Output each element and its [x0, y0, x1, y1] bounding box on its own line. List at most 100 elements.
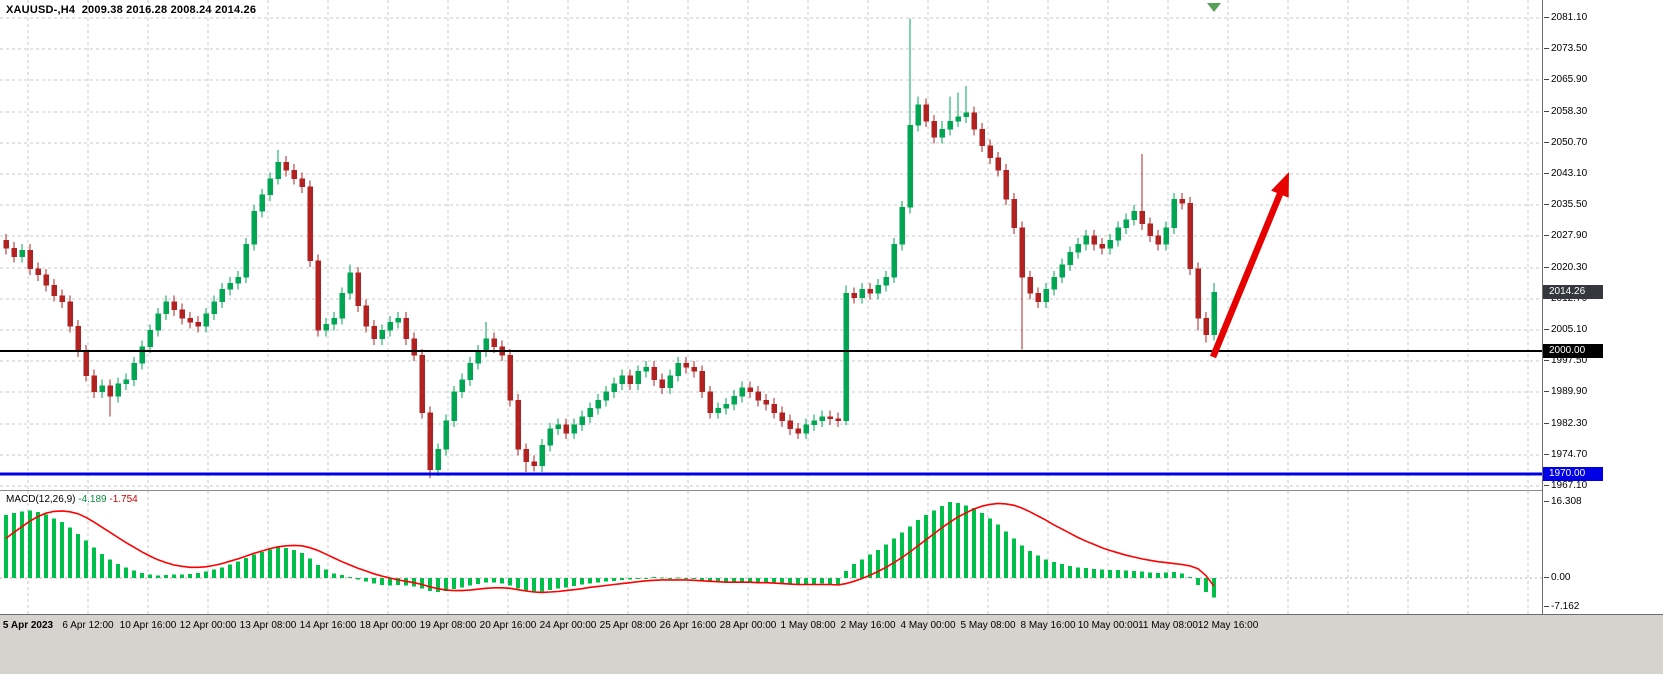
- candle-body: [883, 276, 889, 286]
- macd-histogram-bar: [1148, 572, 1152, 578]
- macd-histogram-bar: [244, 557, 248, 578]
- macd-histogram-bar: [1020, 545, 1024, 578]
- macd-histogram-bar: [764, 578, 768, 583]
- candle-body: [619, 375, 625, 385]
- macd-signal-value: -1.754: [109, 494, 138, 505]
- price-tick-label: 2035.50: [1543, 199, 1588, 211]
- macd-histogram-bar: [460, 578, 464, 588]
- candle-body: [531, 461, 537, 467]
- macd-histogram-bar: [604, 578, 608, 582]
- macd-histogram-bar: [84, 540, 88, 578]
- time-axis[interactable]: 5 Apr 2023 6 Apr 12:00 10 Apr 16:00 12 Apr …: [0, 614, 1663, 674]
- candle-body: [155, 313, 161, 331]
- macd-histogram-bar: [660, 577, 664, 579]
- macd-histogram-bar: [476, 578, 480, 585]
- candle-body: [211, 301, 217, 315]
- candle-body: [595, 399, 601, 409]
- price-chart-plot[interactable]: [0, 0, 1542, 490]
- candle-body: [35, 268, 41, 276]
- candle-body: [139, 346, 145, 364]
- candle-body: [627, 375, 633, 385]
- candle-body: [683, 363, 689, 368]
- time-tick-label: 11 May 08:00: [1138, 620, 1198, 631]
- price-tick-label: 2005.10: [1543, 324, 1588, 335]
- macd-histogram-bar: [932, 510, 936, 578]
- candle-body: [747, 387, 753, 393]
- candle-body: [1083, 235, 1089, 245]
- time-tick-label: 26 Apr 16:00: [659, 620, 717, 631]
- macd-histogram-bar: [396, 578, 400, 585]
- candle-body: [995, 157, 1001, 171]
- level-1970-badge: 1970.00: [1543, 467, 1603, 482]
- panel-separator[interactable]: [0, 490, 1663, 491]
- macd-histogram-bar: [172, 574, 176, 578]
- macd-histogram-bar: [1116, 570, 1120, 578]
- macd-histogram-bar: [308, 558, 312, 578]
- macd-signal-line: [5, 502, 1215, 594]
- macd-main-value: -4.189: [78, 494, 107, 505]
- candle-body: [371, 326, 377, 339]
- candle-body: [1107, 239, 1113, 249]
- macd-histogram-bar: [964, 505, 968, 578]
- candle-body: [1003, 170, 1009, 200]
- macd-histogram-bar: [924, 515, 928, 578]
- candle-body: [419, 354, 425, 413]
- macd-histogram-bar: [12, 512, 16, 578]
- candle-body: [707, 391, 713, 413]
- macd-histogram-bar: [332, 573, 336, 578]
- macd-histogram-bar: [364, 578, 368, 582]
- candle-body: [523, 449, 529, 463]
- candle-body: [107, 385, 113, 397]
- macd-name: MACD(12,26,9): [6, 494, 76, 505]
- candle-body: [363, 305, 369, 327]
- macd-histogram-bar: [1180, 573, 1184, 578]
- time-tick-label: 12 Apr 00:00: [179, 620, 237, 631]
- candle-body: [187, 317, 193, 323]
- macd-histogram-bar: [28, 510, 32, 578]
- candle-body: [315, 260, 321, 331]
- macd-histogram-bar: [916, 519, 920, 578]
- macd-histogram-bar: [1188, 577, 1192, 579]
- price-axis[interactable]: 2014.26 2000.00 1970.00 2081.10 2073.50 20…: [1542, 0, 1663, 614]
- macd-histogram-bar: [836, 578, 840, 585]
- macd-histogram-bar: [68, 527, 72, 578]
- price-tick-label: 2020.30: [1543, 261, 1588, 273]
- macd-histogram-bar: [804, 578, 808, 585]
- time-tick-label: 12 May 16:00: [1197, 620, 1259, 631]
- candle-body: [1211, 292, 1217, 335]
- candle-body: [467, 363, 473, 380]
- macd-histogram-bar: [524, 578, 528, 591]
- macd-histogram-bar: [1004, 531, 1008, 578]
- macd-axis-label: 0.00: [1543, 572, 1571, 583]
- macd-histogram-bar: [980, 512, 984, 578]
- macd-histogram-bar: [892, 538, 896, 578]
- time-tick-label: 20 Apr 16:00: [479, 620, 537, 631]
- candle-body: [387, 321, 393, 331]
- macd-histogram-bar: [732, 578, 736, 582]
- macd-histogram-bar: [1068, 565, 1072, 578]
- candle-body: [1131, 211, 1137, 220]
- candle-body: [227, 282, 233, 290]
- macd-histogram-bar: [876, 550, 880, 578]
- macd-histogram-bar: [692, 578, 696, 579]
- macd-histogram-bar: [596, 578, 600, 583]
- candle-body: [1067, 252, 1073, 265]
- candle-body: [67, 301, 73, 327]
- macd-histogram-bar: [548, 578, 552, 591]
- macd-histogram-bar: [204, 571, 208, 578]
- macd-indicator-plot[interactable]: [0, 491, 1542, 614]
- macd-histogram-bar: [100, 553, 104, 578]
- time-tick-label: 6 Apr 12:00: [62, 620, 114, 631]
- candle-body: [1099, 243, 1105, 249]
- chart-canvas-bg: [0, 0, 1663, 614]
- macd-histogram-bar: [356, 578, 360, 580]
- candle-body: [323, 324, 329, 331]
- macd-histogram-bar: [468, 578, 472, 586]
- macd-histogram-bar: [1084, 568, 1088, 578]
- candle-body: [667, 375, 673, 389]
- time-tick-label: 28 Apr 00:00: [719, 620, 777, 631]
- candle-body: [291, 170, 297, 179]
- candle-body: [563, 424, 569, 434]
- candle-body: [275, 161, 281, 179]
- macd-histogram-bar: [1124, 570, 1128, 578]
